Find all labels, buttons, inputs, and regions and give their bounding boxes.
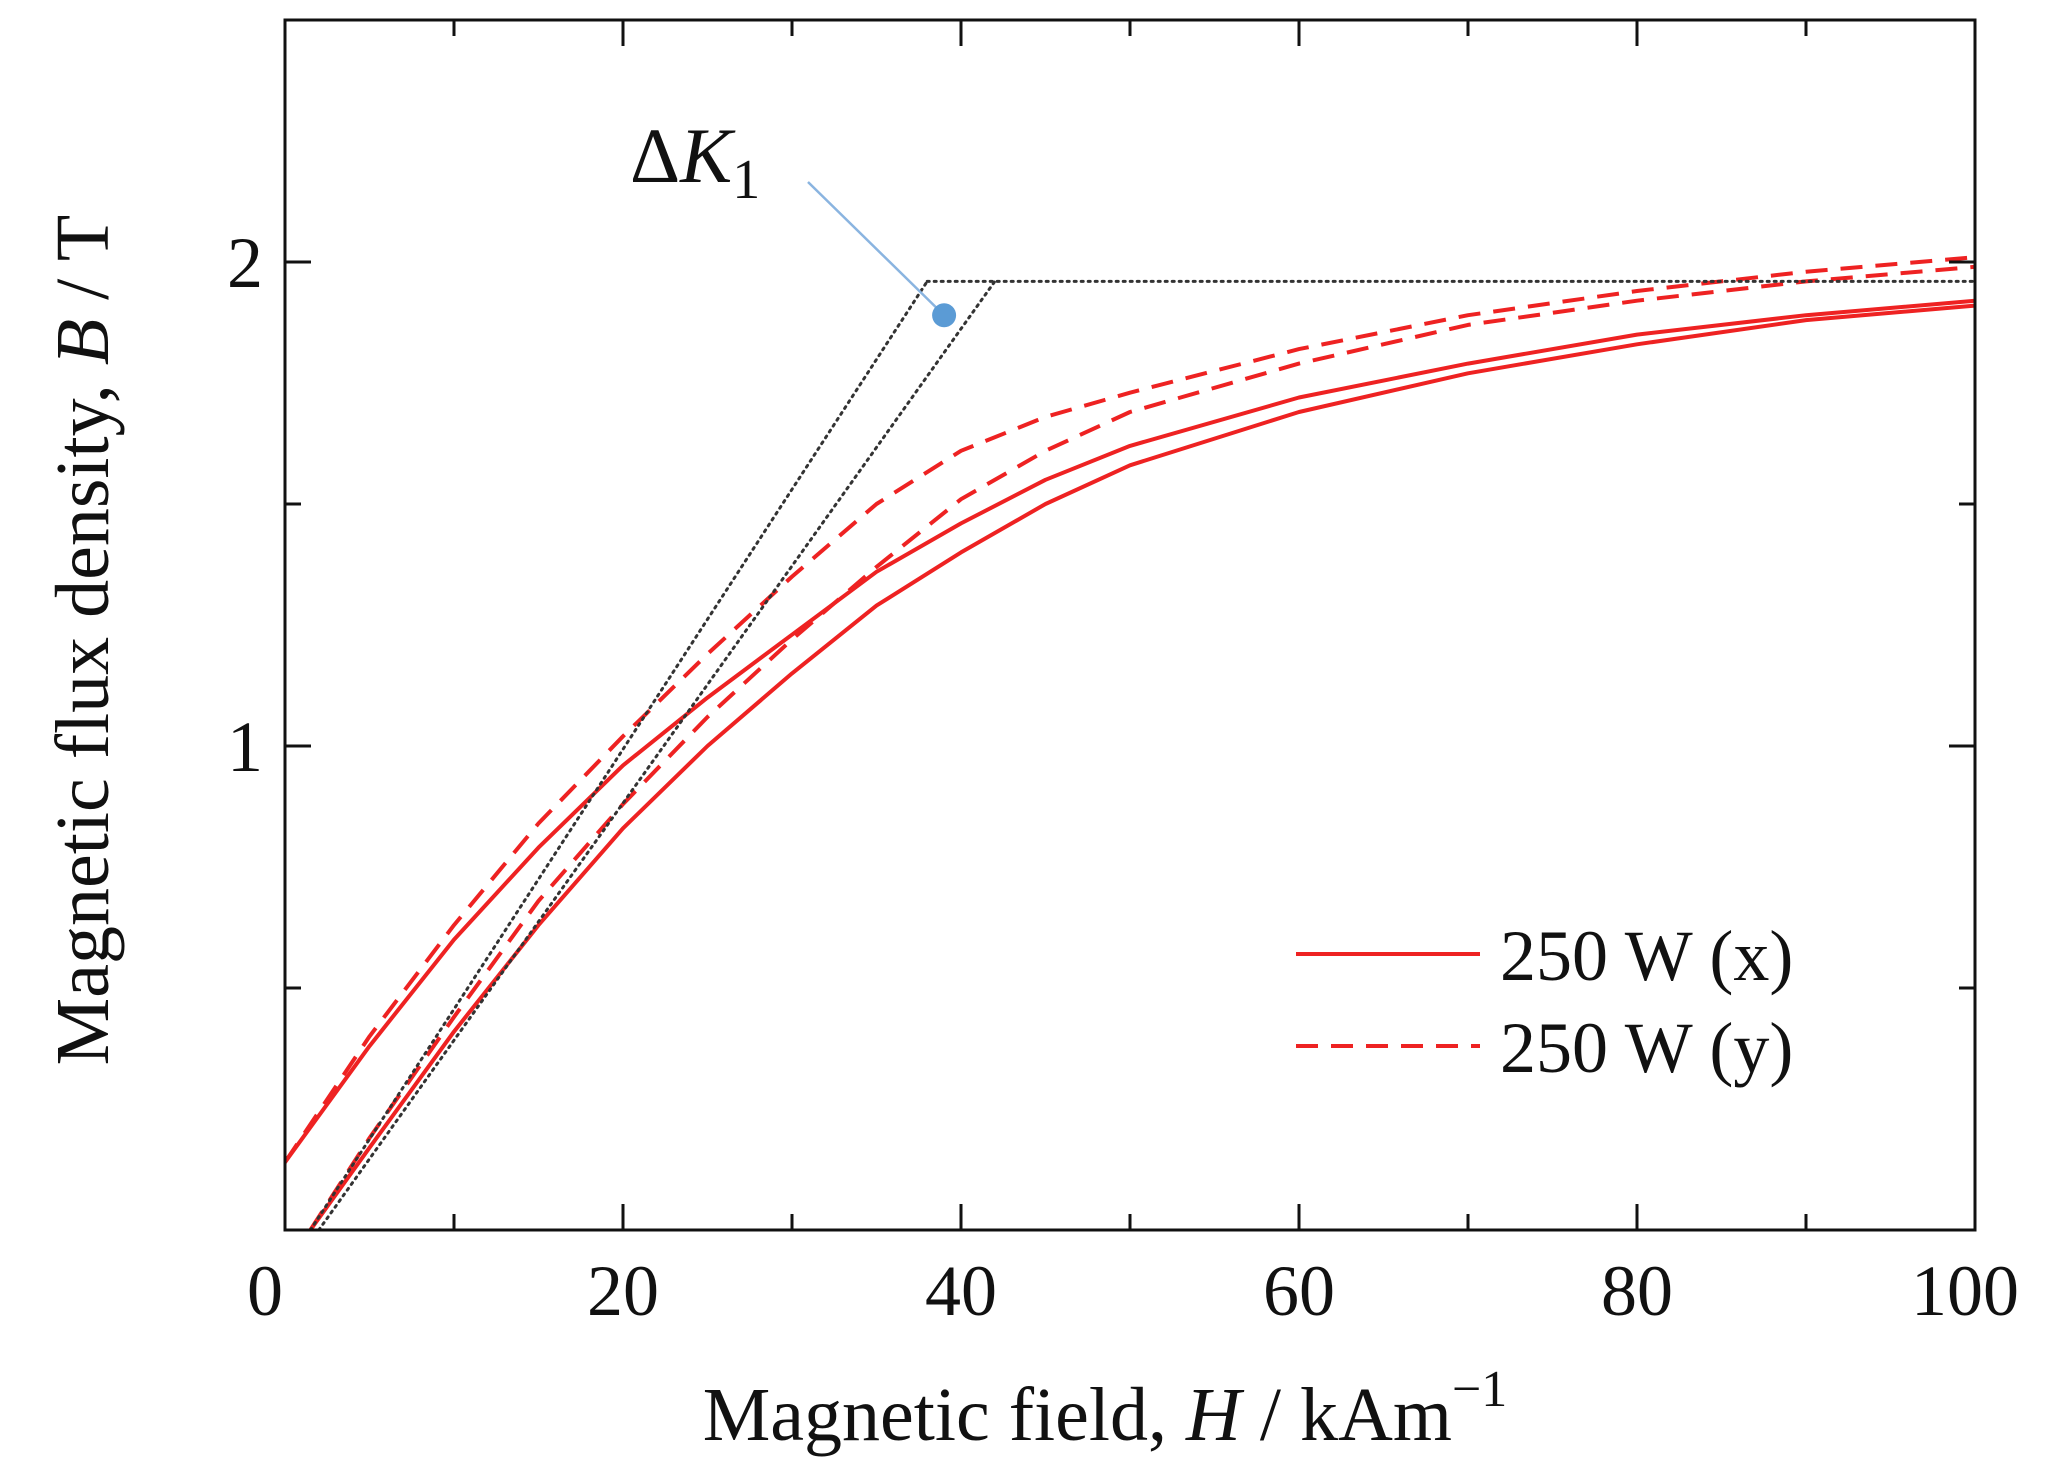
series-line-2 [308,303,1975,1230]
plot-area [285,255,1975,1230]
axes: 0 20 40 60 80 100 1 2 [227,18,2019,1331]
annotation-marker [932,303,957,328]
x-tick-label: 60 [1263,1251,1335,1331]
x-tick-label: 80 [1601,1251,1673,1331]
series-group [285,255,1975,1230]
y-tick-label: 1 [227,707,263,787]
x-tick-label: 100 [1911,1251,2019,1331]
y-axis-title: Magnetic flux density, B / T [41,215,125,1066]
series-line-5 [308,279,929,1230]
series-line-3 [285,255,1975,1164]
series-line-6 [317,279,997,1230]
annotation-label: ΔK1 [630,112,760,211]
annotation-leader-line [807,181,945,317]
series-line-4 [308,264,1975,1230]
y-tick-label: 2 [227,223,263,303]
x-tick-label: 20 [587,1251,659,1331]
legend-label-x: 250 W (x) [1500,916,1793,996]
x-tick-label: 40 [925,1251,997,1331]
x-tick-label: 0 [247,1251,283,1331]
series-line-1 [285,298,1975,1165]
legend: 250 W (x) 250 W (y) [1296,916,1793,1088]
x-axis-title: Magnetic field, H / kAm−1 [703,1361,1508,1457]
legend-label-y: 250 W (y) [1500,1008,1793,1088]
